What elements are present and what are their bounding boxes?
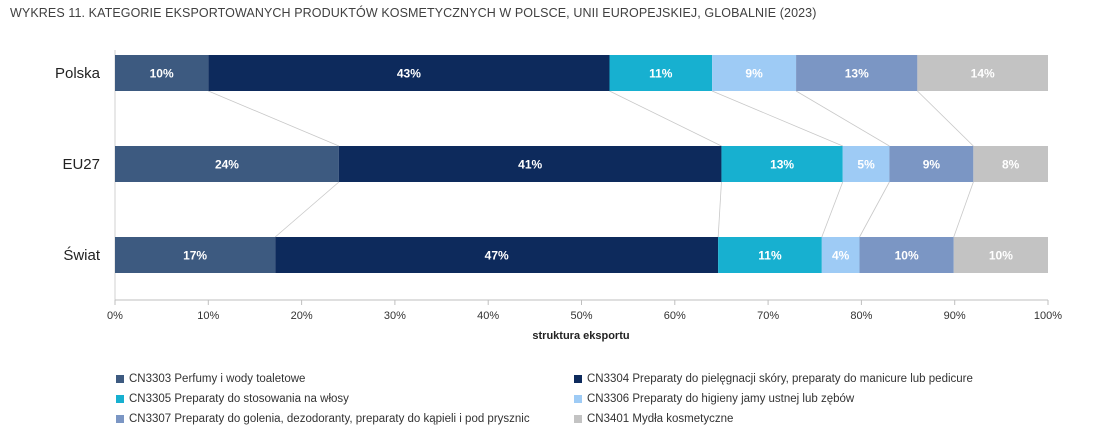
bar-value-label: 47% <box>485 249 509 263</box>
bar-value-label: 11% <box>758 249 782 263</box>
bar-segment <box>842 146 890 182</box>
bar-value-label: 10% <box>150 67 174 81</box>
bar-value-label: 14% <box>971 67 995 81</box>
bar-segment <box>718 237 822 273</box>
x-tick-label: 90% <box>944 310 966 322</box>
x-tick-label: 80% <box>850 310 872 322</box>
legend-label: CN3307 Preparaty do golenia, dezodoranty… <box>129 412 530 425</box>
legend-item: CN3305 Preparaty do stosowania na włosy <box>116 390 574 407</box>
bar-value-label: 17% <box>183 249 207 263</box>
legend-item: CN3401 Mydła kosmetyczne <box>574 410 1054 427</box>
legend-swatch <box>116 374 124 383</box>
x-tick-label: 40% <box>477 310 499 322</box>
x-tick-label: 50% <box>570 310 592 322</box>
bar-segment <box>208 55 610 91</box>
bar-value-label: 13% <box>845 67 869 81</box>
legend-swatch <box>116 414 124 423</box>
connector-line <box>711 90 843 147</box>
bar-segment <box>721 146 843 182</box>
bar-value-label: 8% <box>1002 158 1020 172</box>
bar-value-label: 5% <box>857 158 875 172</box>
bar-value-label: 9% <box>923 158 941 172</box>
bar-segment <box>953 237 1048 273</box>
bar-segment <box>973 146 1048 182</box>
connector-line <box>821 181 844 238</box>
legend-swatch <box>574 374 582 383</box>
connector-lines <box>208 90 974 238</box>
x-tick-label: 30% <box>384 310 406 322</box>
legend-item: CN3304 Preparaty do pielęgnacji skóry, p… <box>574 370 1054 387</box>
bar-value-label: 9% <box>745 67 763 81</box>
bar-value-label: 10% <box>895 249 919 263</box>
bar-segment <box>115 146 339 182</box>
legend-label: CN3306 Preparaty do higieny jamy ustnej … <box>587 392 855 405</box>
bar-segment <box>338 146 722 182</box>
bar-value-label: 10% <box>989 249 1013 263</box>
x-tick-label: 10% <box>197 310 219 322</box>
legend: CN3303 Perfumy i wody toaletowe CN3304 Pr… <box>116 370 1076 427</box>
connector-line <box>274 181 340 238</box>
x-axis-title: struktura eksportu <box>532 330 629 342</box>
connector-line <box>859 181 890 238</box>
x-axis: 0% 10% 20% 30% 40% 50% 60% 70% 80% 90% 100% <box>107 299 1062 322</box>
bar-segment <box>917 55 1048 91</box>
connector-line <box>208 90 340 147</box>
category-labels: Polska EU27 Świat <box>55 65 101 264</box>
legend-swatch <box>574 414 582 423</box>
bar-value-label: 4% <box>832 249 850 263</box>
legend-item: CN3307 Preparaty do golenia, dezodoranty… <box>116 410 574 427</box>
x-tick-label: 20% <box>291 310 313 322</box>
chart-title: WYKRES 11. KATEGORIE EKSPORTOWANYCH PROD… <box>10 6 817 20</box>
legend-label: CN3401 Mydła kosmetyczne <box>587 412 734 425</box>
bar-value-label: 11% <box>649 67 673 81</box>
legend-item: CN3306 Preparaty do higieny jamy ustnej … <box>574 390 1054 407</box>
bar-value-label: 24% <box>215 158 239 172</box>
legend-label: CN3305 Preparaty do stosowania na włosy <box>129 392 349 405</box>
bar-segment <box>609 55 713 91</box>
connector-line <box>717 181 722 238</box>
legend-swatch <box>116 394 124 403</box>
category-label: Świat <box>63 246 101 264</box>
bar-segment <box>859 237 954 273</box>
connector-line <box>609 90 722 147</box>
bar-segment <box>889 146 974 182</box>
bar-segment <box>115 237 276 273</box>
bar-segment <box>796 55 918 91</box>
bar-segment <box>821 237 860 273</box>
data-labels: 10% 43% 11% 9% 13% 14% 24% 41% 13% 5% 9% 8% 17% 47% 11… <box>150 67 1020 263</box>
bar-segment <box>712 55 797 91</box>
x-tick-label: 60% <box>664 310 686 322</box>
x-tick-label: 70% <box>757 310 779 322</box>
bar-value-label: 41% <box>518 158 542 172</box>
bar-value-label: 13% <box>770 158 794 172</box>
x-tick-label: 100% <box>1034 310 1062 322</box>
connector-line <box>795 90 890 147</box>
connector-line <box>953 181 974 238</box>
legend-label: CN3303 Perfumy i wody toaletowe <box>129 372 306 385</box>
bar-segment <box>115 55 209 91</box>
x-tick-label: 0% <box>107 310 123 322</box>
category-label: EU27 <box>62 156 100 173</box>
bar-value-label: 43% <box>397 67 421 81</box>
legend-label: CN3304 Preparaty do pielęgnacji skóry, p… <box>587 372 973 385</box>
bars <box>115 55 1048 273</box>
legend-item: CN3303 Perfumy i wody toaletowe <box>116 370 574 387</box>
legend-swatch <box>574 394 582 403</box>
category-label: Polska <box>55 65 101 82</box>
bar-segment <box>275 237 719 273</box>
connector-line <box>917 90 974 147</box>
